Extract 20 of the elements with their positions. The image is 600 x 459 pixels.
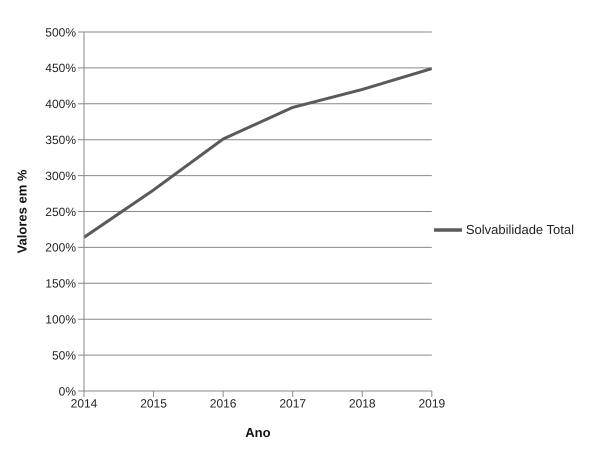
x-tick-label: 2019	[418, 396, 446, 411]
y-tick-label: 350%	[45, 132, 76, 147]
x-tick-label: 2015	[140, 396, 168, 411]
x-tick-label: 2014	[70, 396, 98, 411]
y-tick-label: 400%	[45, 97, 76, 112]
y-tick-label: 150%	[45, 276, 76, 291]
y-axis-title: Valores em %	[14, 169, 30, 254]
y-tick-label: 500%	[45, 25, 76, 40]
y-tick-label: 100%	[45, 312, 76, 326]
x-axis-title: Ano	[245, 425, 271, 440]
x-tick-label: 2017	[279, 396, 306, 411]
y-tick-label: 450%	[45, 61, 76, 76]
y-tick-label: 0%	[58, 384, 76, 398]
y-tick-label: 250%	[45, 204, 76, 219]
x-tick-label: 2016	[210, 396, 237, 411]
y-tick-label: 300%	[45, 168, 76, 183]
x-tick-label: 2018	[348, 396, 376, 411]
y-tick-label: 50%	[52, 348, 76, 362]
legend-label: Solvabilidade Total	[466, 222, 574, 237]
y-tick-label: 200%	[45, 240, 76, 255]
